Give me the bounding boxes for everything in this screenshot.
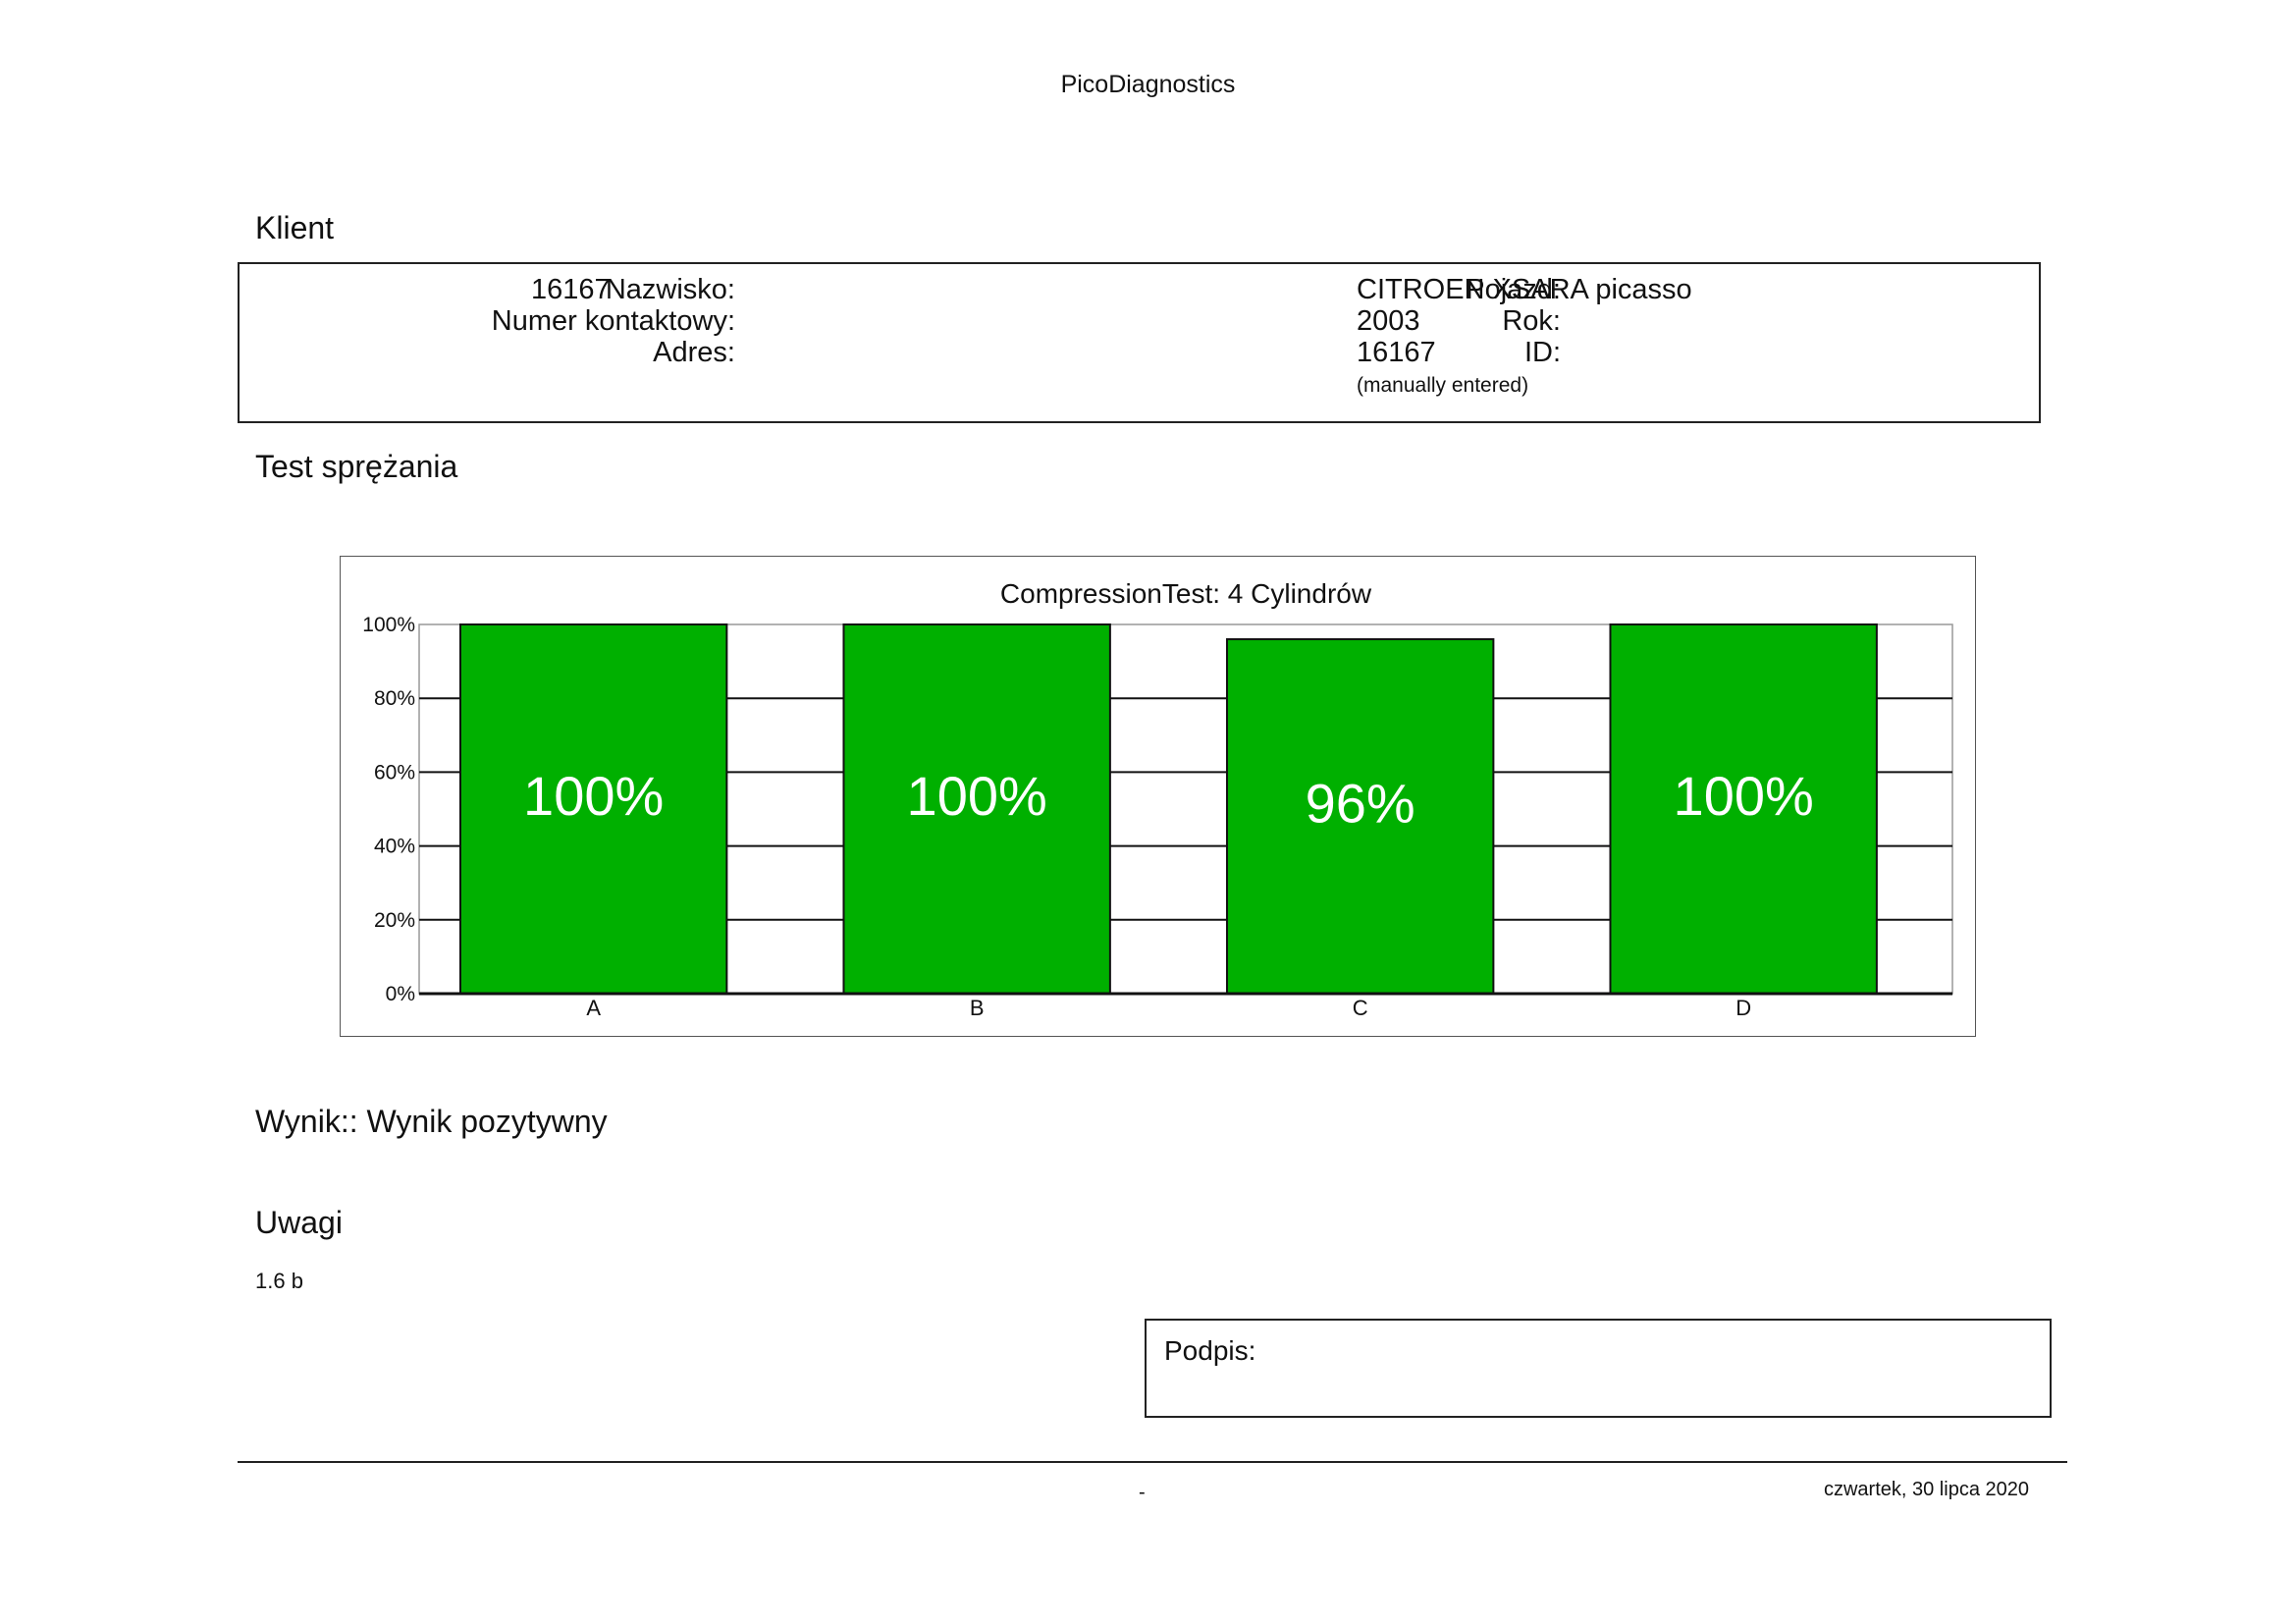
- footer-divider: [238, 1461, 2067, 1463]
- bar-C: [1225, 638, 1495, 995]
- id-note: (manually entered): [1357, 374, 1529, 397]
- bar-value-label: 100%: [1674, 765, 1814, 827]
- client-section-title: Klient: [255, 210, 335, 245]
- y-tick-label: 20%: [374, 909, 415, 932]
- report-app-title: PicoDiagnostics: [1060, 71, 1236, 98]
- name-value: 16167: [531, 274, 611, 305]
- y-tick-label: 100%: [362, 614, 415, 636]
- compression-chart-svg: CompressionTest: 4 Cylindrów 0% 20% 40% 60% 8…: [362, 578, 1953, 1020]
- notes-section-title: Uwagi: [255, 1205, 343, 1240]
- contact-label: Numer kontaktowy:: [491, 305, 735, 337]
- name-label: Nazwisko:: [605, 274, 735, 305]
- vehicle-value: CITROEN XSARA picasso: [1357, 274, 1692, 305]
- y-tick-label: 40%: [374, 836, 415, 858]
- y-tick-label: 0%: [386, 983, 415, 1005]
- bar-value-label: 96%: [1306, 773, 1415, 835]
- y-tick-label: 80%: [374, 687, 415, 710]
- test-section-title: Test sprężania: [255, 449, 458, 484]
- client-info-box: Nazwisko: 16167 Numer kontaktowy: Adres:…: [238, 262, 2041, 423]
- vehicle-label: Pojazd:: [1466, 274, 1561, 305]
- chart-title: CompressionTest: 4 Cylindrów: [1000, 578, 1372, 609]
- id-label: ID:: [1523, 337, 1561, 368]
- signature-box: Podpis:: [1145, 1319, 2052, 1418]
- y-tick-label: 60%: [374, 761, 415, 784]
- bar-D: [1609, 623, 1878, 995]
- compression-chart: CompressionTest: 4 Cylindrów 0% 20% 40% 60% 8…: [340, 556, 1976, 1037]
- bar-value-label: 100%: [523, 765, 664, 827]
- x-tick-label: D: [1735, 996, 1751, 1020]
- id-value: 16167: [1357, 337, 1436, 368]
- bar-B: [842, 623, 1111, 995]
- year-label: Rok:: [1502, 305, 1561, 337]
- address-label: Adres:: [653, 337, 735, 368]
- year-value: 2003: [1357, 305, 1420, 337]
- bar-value-label: 100%: [907, 765, 1047, 827]
- x-tick-label: B: [970, 996, 985, 1020]
- footer-date: czwartek, 30 lipca 2020: [1823, 1479, 2029, 1500]
- x-tick-label: C: [1353, 996, 1368, 1020]
- footer-page-dash: -: [1139, 1482, 1146, 1503]
- notes-text: 1.6 b: [255, 1269, 303, 1293]
- result-text: Wynik:: Wynik pozytywny: [255, 1104, 608, 1139]
- signature-label: Podpis:: [1164, 1335, 1256, 1366]
- x-tick-label: A: [586, 996, 601, 1020]
